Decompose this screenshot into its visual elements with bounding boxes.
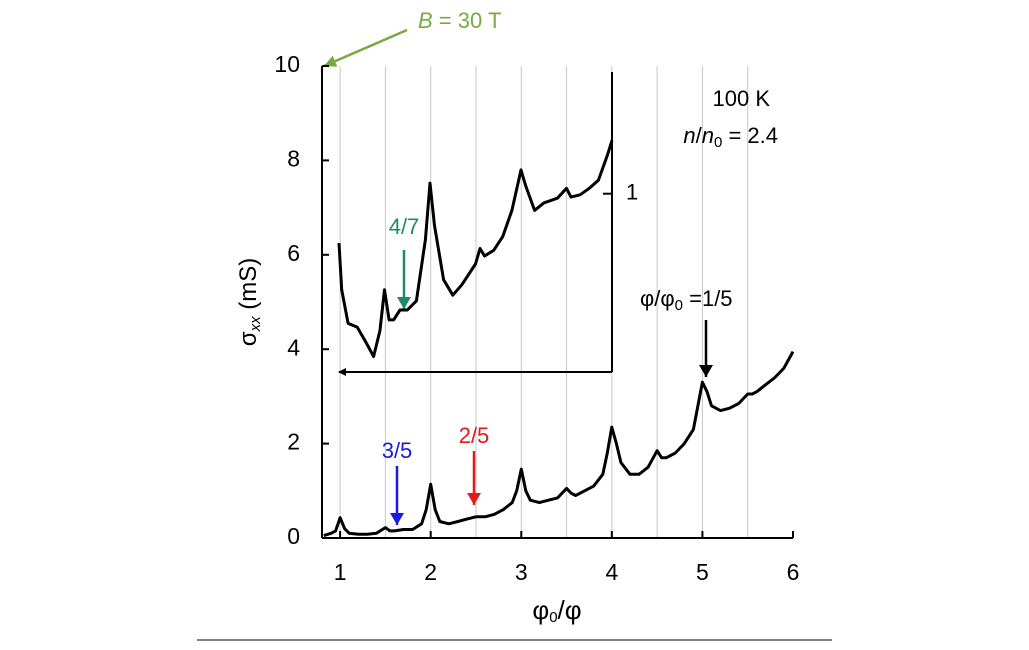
x-tick-label: 6 <box>787 559 800 585</box>
y-tick-label: 4 <box>287 334 300 360</box>
inset-fraction-label: 4/7 <box>389 214 420 239</box>
y-tick-label: 2 <box>287 429 300 455</box>
flux-label: φ/φ0 =1/5 <box>640 286 733 314</box>
x-tick-label: 5 <box>696 559 709 585</box>
y-tick-label: 0 <box>287 523 300 549</box>
fraction-label: 3/5 <box>382 438 413 463</box>
y-tick-label: 6 <box>287 240 300 266</box>
temperature-label: 100 K <box>713 86 771 111</box>
density-label: n/n0 = 2.4 <box>683 123 778 151</box>
x-tick-label: 3 <box>515 559 528 585</box>
y-tick-label: 8 <box>287 145 300 171</box>
inset-y-tick-label: 1 <box>626 180 638 205</box>
x-axis-label: φ0/φ <box>532 595 581 626</box>
y-tick-label: 10 <box>274 51 300 77</box>
field-arrow <box>323 28 408 68</box>
x-tick-label: 2 <box>424 559 437 585</box>
x-tick-label: 4 <box>605 559 618 585</box>
x-tick-label: 1 <box>334 559 347 585</box>
y-axis-label: σxx (mS) <box>235 258 264 346</box>
field-label: B = 30 T <box>418 8 501 33</box>
fraction-label: 2/5 <box>459 423 490 448</box>
data-line <box>323 350 795 538</box>
data-line <box>337 139 614 358</box>
